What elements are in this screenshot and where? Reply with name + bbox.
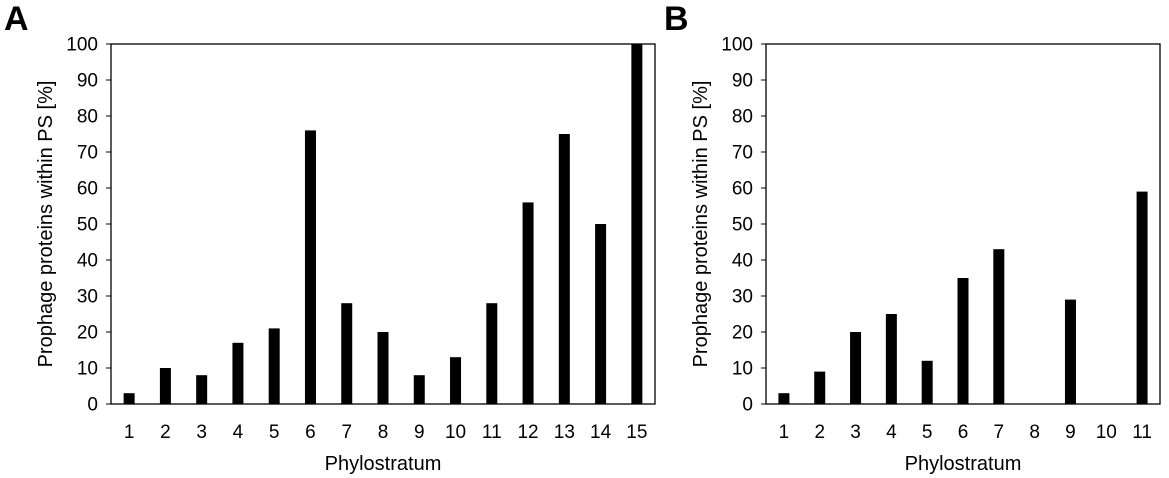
- chart-a-bar: [413, 375, 425, 404]
- chart-a-x-tick-label: 1: [124, 422, 135, 443]
- chart-a-y-tick-label: 60: [77, 179, 98, 200]
- chart-a-x-tick-label: 5: [269, 422, 280, 443]
- chart-a-x-tick-label: 14: [590, 422, 612, 443]
- chart-a-y-tick-label: 20: [77, 323, 98, 344]
- chart-b-y-axis-label: Prophage proteins within PS [%]: [690, 81, 712, 368]
- chart-b-bar: [1064, 299, 1076, 404]
- chart-a-y-tick-label: 80: [77, 107, 98, 128]
- chart-b-y-tick-label: 10: [732, 359, 753, 380]
- chart-a-x-tick-label: 11: [482, 422, 502, 443]
- chart-b-x-tick-label: 11: [1132, 422, 1152, 443]
- chart-b-x-tick-label: 8: [1029, 422, 1040, 443]
- chart-a-y-tick-label: 10: [77, 359, 98, 380]
- chart-a-x-tick-label: 10: [445, 422, 466, 443]
- chart-a-x-tick-label: 15: [626, 422, 647, 443]
- chart-a-y-tick-label: 30: [77, 287, 98, 308]
- chart-b-x-tick-label: 9: [1065, 422, 1076, 443]
- chart-b-x-tick-label: 2: [814, 422, 825, 443]
- chart-a-y-tick-label: 50: [77, 215, 98, 236]
- chart-a-x-tick-label: 13: [554, 422, 575, 443]
- chart-a-y-axis-label: Prophage proteins within PS [%]: [35, 81, 57, 368]
- chart-a-bar: [486, 303, 498, 404]
- chart-a-y-tick-label: 100: [66, 35, 98, 56]
- chart-b-bar: [993, 249, 1005, 404]
- chart-b-y-tick-label: 60: [732, 179, 753, 200]
- chart-a-x-tick-label: 6: [305, 422, 316, 443]
- chart-b-bar: [778, 393, 790, 404]
- chart-b-x-tick-label: 3: [850, 422, 861, 443]
- chart-a-x-tick-label: 2: [160, 422, 171, 443]
- chart-a-x-tick-label: 7: [341, 422, 352, 443]
- chart-a-bar: [196, 375, 208, 404]
- chart-b-x-tick-label: 4: [886, 422, 897, 443]
- chart-a-bar: [304, 130, 316, 404]
- chart-a-bar: [558, 134, 570, 404]
- chart-a-bar: [268, 328, 280, 404]
- chart-a-bar: [123, 393, 135, 404]
- chart-b-y-tick-label: 20: [732, 323, 753, 344]
- chart-b-y-tick-label: 40: [732, 251, 753, 272]
- chart-a-x-tick-label: 8: [378, 422, 389, 443]
- chart-a-y-tick-label: 70: [77, 143, 98, 164]
- chart-b-y-tick-label: 90: [732, 71, 753, 92]
- chart-b-y-tick-label: 0: [742, 395, 753, 416]
- chart-a-bar: [522, 202, 534, 404]
- chart-b-x-tick-label: 5: [922, 422, 933, 443]
- chart-a-bar: [159, 368, 171, 404]
- chart-b-bar: [814, 371, 826, 404]
- chart-a-x-tick-label: 9: [414, 422, 425, 443]
- chart-b-bar: [885, 314, 897, 404]
- chart-b-bar: [850, 332, 862, 404]
- chart-a-x-tick-label: 4: [233, 422, 244, 443]
- chart-a-x-tick-label: 3: [196, 422, 207, 443]
- chart-b-bar: [957, 278, 969, 404]
- chart-a-bar: [232, 342, 244, 404]
- chart-a-y-tick-label: 0: [87, 395, 98, 416]
- chart-a-bar: [341, 303, 353, 404]
- chart-b-y-tick-label: 100: [721, 35, 753, 56]
- chart-b-panel-label: B: [664, 0, 689, 38]
- chart-b-y-tick-label: 50: [732, 215, 753, 236]
- chart-b-x-tick-label: 1: [779, 422, 790, 443]
- chart-a-bar: [631, 44, 643, 404]
- chart-a-bar: [595, 224, 607, 404]
- chart-a-panel-label: A: [4, 0, 29, 38]
- chart-a-x-tick-label: 12: [517, 422, 538, 443]
- chart-b-x-tick-label: 7: [994, 422, 1005, 443]
- chart-b-y-tick-label: 70: [732, 143, 753, 164]
- chart-b-x-tick-label: 6: [958, 422, 969, 443]
- chart-b-bar: [921, 360, 933, 404]
- chart-b-x-tick-label: 10: [1096, 422, 1117, 443]
- chart-a-bar: [377, 332, 389, 404]
- chart-b-y-tick-label: 30: [732, 287, 753, 308]
- chart-b-x-axis-label: Phylostratum: [905, 453, 1022, 475]
- chart-a-y-tick-label: 40: [77, 251, 98, 272]
- chart-a-x-axis-label: Phylostratum: [325, 453, 442, 475]
- chart-b-bar: [1136, 191, 1148, 404]
- chart-a-y-tick-label: 90: [77, 71, 98, 92]
- chart-b-y-tick-label: 80: [732, 107, 753, 128]
- chart-a-bar: [450, 357, 462, 404]
